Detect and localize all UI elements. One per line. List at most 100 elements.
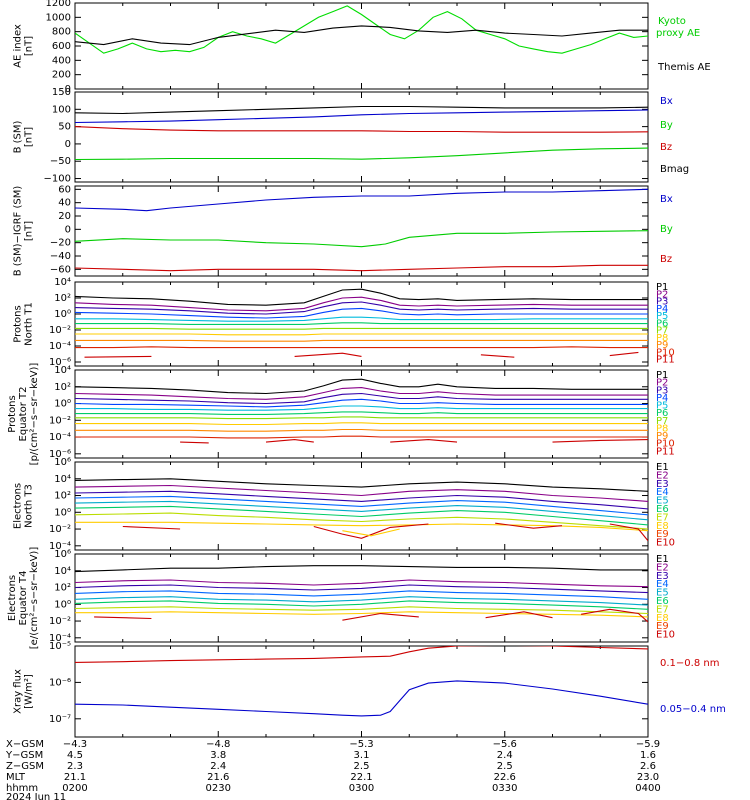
- panel-5-ylabel: Protons: [7, 395, 18, 432]
- legend-bx-diff: Bx: [660, 194, 673, 205]
- panel-5-ylabel: [p/(cm²−s−sr−keV)]: [29, 363, 40, 466]
- channel-line-E3: [75, 584, 648, 594]
- ytick-label: 10⁰: [54, 507, 71, 518]
- legend-E10: E10: [656, 630, 675, 641]
- channel-line-P4: [75, 307, 648, 319]
- eph-value-3-0: −5.6: [493, 739, 517, 750]
- ytick-label: 10⁻⁴: [49, 541, 71, 552]
- legend-E3: E3: [656, 571, 669, 582]
- eph-value-3-2: 2.5: [497, 761, 513, 772]
- fragment-line-2: [294, 352, 362, 357]
- ytick-label: 10⁰: [54, 309, 71, 320]
- legend-E5: E5: [656, 588, 669, 599]
- legend-by-diff: By: [660, 224, 673, 235]
- eph-value-0-3: 21.1: [64, 772, 86, 783]
- ytick-label: 10⁶: [54, 549, 71, 560]
- ytick-label: 20: [58, 211, 71, 222]
- legend-bx-b: Bx: [660, 96, 673, 107]
- panel-2: −100 −50 0 50 100 150 B (SM) [nT]: [13, 87, 649, 185]
- ytick-label: 10²: [54, 491, 71, 502]
- legend-bz-diff: Bz: [660, 254, 672, 265]
- channel-line-P1: [75, 378, 648, 395]
- fragment-line-1: [122, 525, 181, 530]
- eph-value-0-0: −4.3: [63, 739, 87, 750]
- channel-line-E2: [75, 484, 648, 502]
- fragment-line-1: [94, 616, 152, 620]
- panel-8-frame: [74, 645, 649, 738]
- panel-4-lines: [75, 288, 648, 358]
- ytick-label: 0: [65, 224, 71, 235]
- panel-7-lines: [75, 565, 648, 623]
- legend-xray-short: 0.05−0.4 nm: [660, 704, 726, 715]
- channel-line-E7: [75, 606, 648, 615]
- legend-P5: P5: [656, 401, 668, 412]
- ytick-label: 150: [52, 87, 71, 98]
- channel-line-P3: [75, 392, 648, 405]
- legend-E10: E10: [656, 538, 675, 549]
- panel-5-ylabel: Equator T2: [18, 387, 29, 442]
- fragment-line-3: [480, 354, 515, 358]
- ytick-label: 50: [58, 122, 71, 133]
- channel-line-E7: [75, 512, 648, 530]
- legend-E8: E8: [656, 521, 669, 532]
- legend-E4: E4: [656, 487, 669, 498]
- legend-P6: P6: [656, 408, 668, 419]
- channel-line-P1: [75, 288, 648, 306]
- channel-line-P2: [75, 387, 648, 400]
- legend-xray-long: 0.1−0.8 nm: [660, 658, 719, 669]
- legend-E5: E5: [656, 496, 669, 507]
- panel-1-frame: [74, 2, 649, 90]
- panel-1: 0 200 400 600 800 1000 1200 AE index [nT]: [13, 0, 649, 95]
- series-line-1: [75, 646, 648, 663]
- eph-value-3-1: 2.4: [497, 750, 513, 761]
- panel-4: 10⁻⁶ 10⁻⁴ 10⁻² 10⁰ 10² 10⁴ Protons North T1 P1P2…: [13, 277, 675, 368]
- panel-8-ylabel: [W/m²]: [24, 674, 35, 709]
- legend-P9: P9: [656, 431, 668, 442]
- legend-bz-b: Bz: [660, 142, 672, 153]
- ytick-label: −40: [50, 251, 71, 262]
- eph-value-2-4: 0300: [349, 783, 374, 794]
- channel-line-E4: [75, 590, 648, 600]
- ytick-label: 10²: [54, 583, 71, 594]
- ytick-label: 0: [65, 139, 71, 150]
- eph-label-hhmm: hhmm: [6, 783, 38, 794]
- eph-value-0-2: 2.3: [67, 761, 83, 772]
- panel-1-ylabel: AE index: [13, 24, 24, 68]
- channel-line-P10: [75, 435, 648, 439]
- panel-8-lines: [75, 646, 648, 717]
- fragment-line-2: [342, 612, 419, 621]
- channel-line-P7: [75, 327, 648, 330]
- eph-value-1-1: 3.8: [210, 750, 226, 761]
- eph-value-4-0: −5.9: [636, 739, 660, 750]
- ytick-label: 10²: [54, 293, 71, 304]
- series-line-1: [75, 5, 648, 54]
- channel-line-E5: [75, 596, 648, 606]
- panel-3-ylabel: B (SM)−IGRF (SM): [13, 186, 24, 277]
- fragment-line-4: [609, 523, 648, 542]
- fragment-line-4: [609, 351, 639, 357]
- panel-2-ylabel: B (SM): [13, 120, 24, 153]
- channel-line-P5: [75, 316, 648, 322]
- fragment-line-3: [495, 522, 563, 529]
- channel-line-P4: [75, 398, 648, 408]
- series-line-2: [75, 147, 648, 161]
- legend-P7: P7: [656, 326, 668, 337]
- fragment-line-4: [552, 439, 648, 443]
- legend-by-b: By: [660, 120, 673, 131]
- legend-E9: E9: [656, 621, 669, 632]
- fragment-line-1: [180, 441, 209, 444]
- ytick-label: −100: [44, 174, 71, 185]
- panel-6-ylabel: North T3: [24, 484, 35, 528]
- ytick-label: 60: [58, 184, 71, 195]
- ytick-label: 400: [52, 55, 71, 66]
- ytick-label: 10⁻⁷: [49, 714, 71, 725]
- legend-E7: E7: [656, 512, 669, 523]
- panel-2-ylabel: [nT]: [24, 127, 35, 147]
- panel-4-ylabel: Protons: [13, 305, 24, 342]
- legend-E4: E4: [656, 579, 669, 590]
- eph-value-1-2: 2.4: [210, 761, 226, 772]
- ytick-label: 10⁻⁴: [49, 432, 71, 443]
- legend-E1: E1: [656, 554, 669, 565]
- ytick-label: 100: [52, 104, 71, 115]
